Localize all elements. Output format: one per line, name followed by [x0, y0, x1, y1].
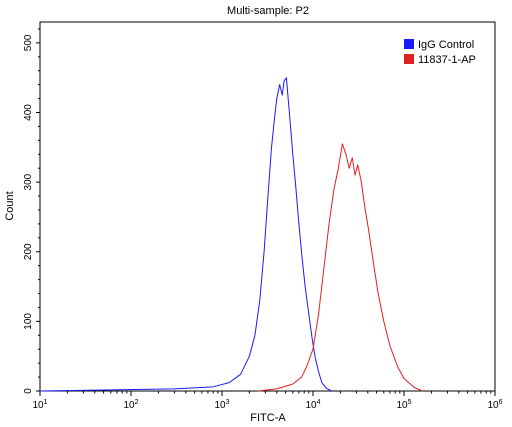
- y-tick-label: 300: [23, 173, 34, 190]
- x-tick-label: 104: [305, 399, 320, 411]
- legend-swatch-igg-control: [404, 39, 414, 49]
- series-group: [39, 77, 423, 392]
- y-axis-ticks: 0 100 200 300 400 500: [23, 28, 40, 394]
- y-tick-label: 400: [23, 104, 34, 121]
- x-tick-label: 106: [487, 399, 502, 411]
- series-line-0: [39, 77, 332, 392]
- y-axis-label: Count: [4, 191, 16, 220]
- x-tick-label: 101: [32, 399, 47, 411]
- x-axis-label: FITC-A: [250, 412, 286, 424]
- y-tick-label: 0: [23, 388, 34, 394]
- x-tick-label: 105: [396, 399, 411, 411]
- chart-title: Multi-sample: P2: [227, 5, 309, 17]
- y-tick-label: 200: [23, 243, 34, 260]
- x-tick-label: 103: [214, 399, 229, 411]
- legend-label-11837-1-ap: 11837-1-AP: [418, 54, 476, 66]
- series-line-1: [258, 143, 423, 392]
- y-tick-label: 100: [23, 313, 34, 330]
- x-axis-ticks: 101 102 103 104 105 106: [32, 391, 503, 411]
- y-tick-label: 500: [23, 34, 34, 51]
- legend-swatch-11837-1-ap: [404, 54, 414, 64]
- legend: IgG Control 11837-1-AP: [404, 39, 476, 66]
- legend-label-igg-control: IgG Control: [418, 39, 474, 51]
- x-tick-label: 102: [123, 399, 138, 411]
